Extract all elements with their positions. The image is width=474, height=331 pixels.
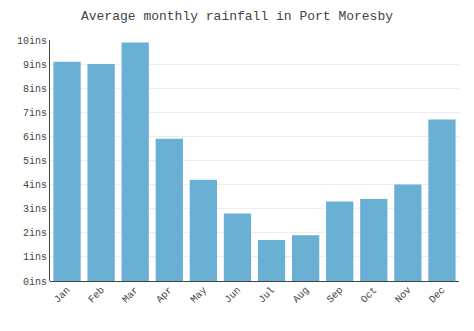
svg-text:Aug: Aug <box>291 285 312 306</box>
svg-text:Mar: Mar <box>120 285 141 306</box>
svg-text:Average monthly rainfall in Po: Average monthly rainfall in Port Moresby <box>81 9 393 24</box>
svg-text:Oct: Oct <box>359 285 380 306</box>
svg-text:May: May <box>189 285 210 306</box>
svg-text:6ins: 6ins <box>23 132 47 143</box>
svg-text:9ins: 9ins <box>23 60 47 71</box>
svg-text:10ins: 10ins <box>17 36 47 47</box>
svg-text:Jan: Jan <box>52 285 73 306</box>
svg-text:8ins: 8ins <box>23 84 47 95</box>
svg-text:Dec: Dec <box>427 285 448 306</box>
svg-text:3ins: 3ins <box>23 204 47 215</box>
svg-text:4ins: 4ins <box>23 180 47 191</box>
svg-text:Jul: Jul <box>257 285 278 306</box>
svg-text:Feb: Feb <box>86 285 107 306</box>
svg-text:5ins: 5ins <box>23 156 47 167</box>
svg-text:7ins: 7ins <box>23 108 47 119</box>
svg-text:1ins: 1ins <box>23 252 47 263</box>
svg-text:Nov: Nov <box>393 285 414 306</box>
svg-text:Jun: Jun <box>223 285 244 306</box>
svg-text:Sep: Sep <box>325 285 346 306</box>
svg-text:0ins: 0ins <box>23 277 47 288</box>
svg-text:2ins: 2ins <box>23 228 47 239</box>
svg-text:Apr: Apr <box>154 285 175 306</box>
